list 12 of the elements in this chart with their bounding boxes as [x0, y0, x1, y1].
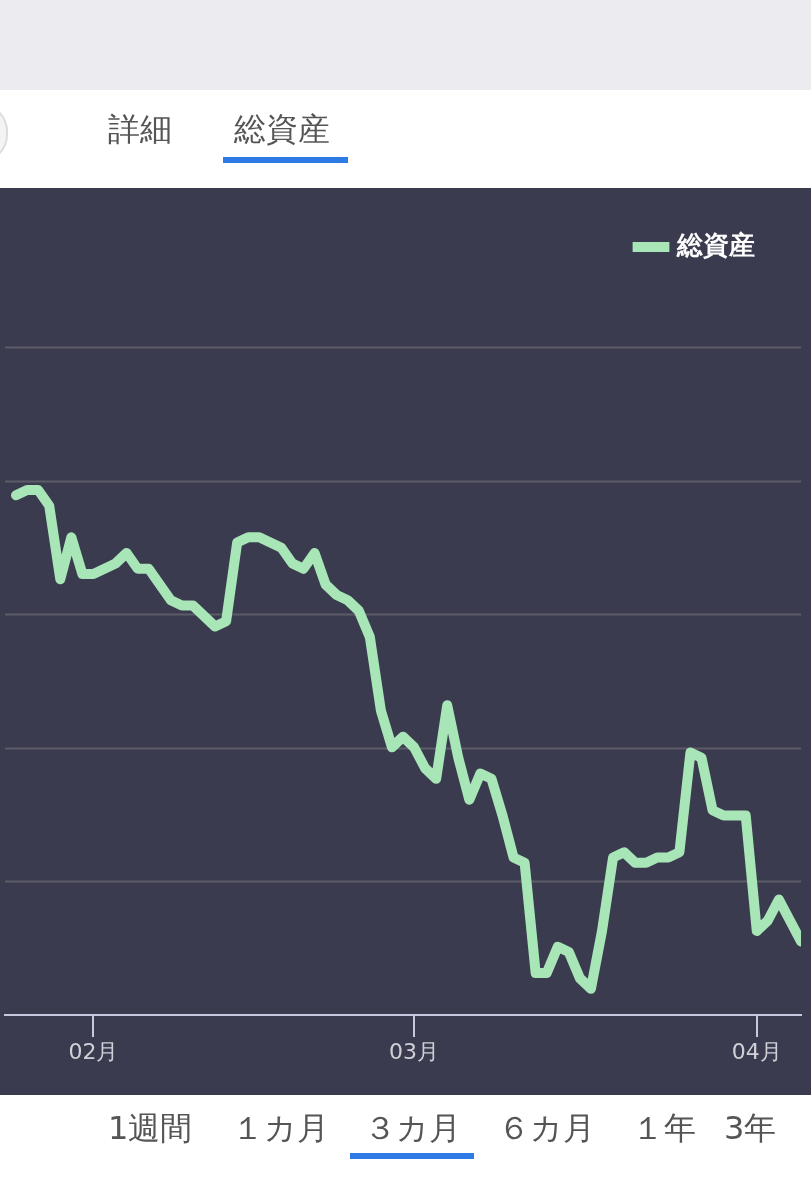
text: 1週間	[108, 1108, 193, 1149]
text: １年	[632, 1108, 696, 1149]
text: １カ月	[232, 1108, 329, 1149]
text: 総資産	[234, 109, 330, 150]
text: 3年	[724, 1108, 777, 1149]
x-tick-label: 03月	[389, 1038, 440, 1064]
text: ６カ月	[498, 1108, 595, 1149]
x-tick-label: 02月	[68, 1038, 119, 1064]
text: ３カ月	[364, 1108, 461, 1149]
x-tick-label: 04月	[731, 1038, 782, 1064]
text: 詳細	[108, 109, 172, 150]
legend-label: 総資産	[676, 229, 755, 260]
